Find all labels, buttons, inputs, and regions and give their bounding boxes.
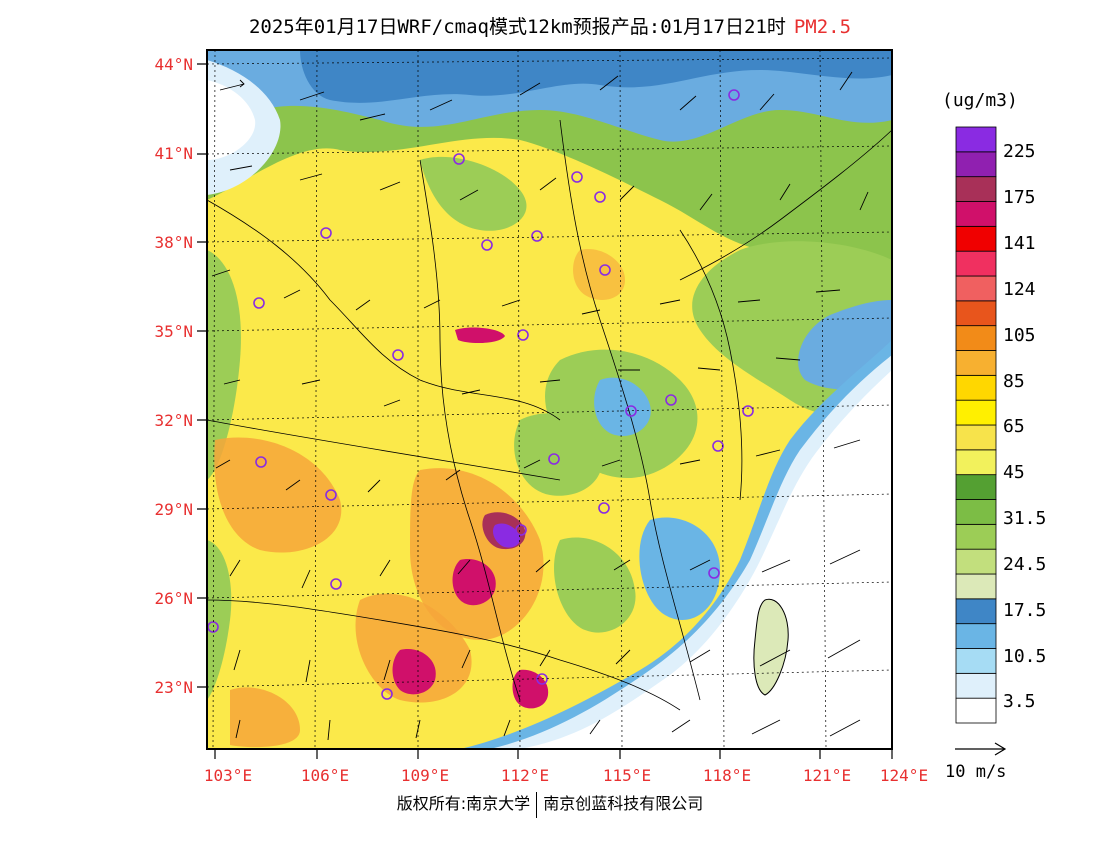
colorbar-swatch [955, 424, 997, 451]
province-boundaries [207, 119, 892, 711]
colorbar-label: 124 [1003, 279, 1036, 300]
colorbar-swatch [955, 151, 997, 178]
colorbar-label: 24.5 [1003, 554, 1047, 575]
city-markers [207, 89, 754, 700]
lon-label-121: 121°E [802, 766, 852, 785]
lon-label-112: 112°E [500, 766, 550, 785]
colorbar-unit: (ug/m3) [942, 90, 1018, 111]
copyright-footer: 版权所有:南京大学 南京创蓝科技有限公司 [0, 790, 1100, 818]
colorbar-swatch [955, 598, 997, 625]
colorbar-label: 45 [1003, 462, 1025, 483]
colorbar-label: 65 [1003, 416, 1025, 437]
colorbar-swatch [955, 374, 997, 401]
pm25-field [207, 50, 892, 749]
colorbar-label: 10.5 [1003, 646, 1047, 667]
colorbar-swatch [955, 672, 997, 699]
colorbar-swatches [955, 126, 997, 724]
copyright-text: 版权所有:南京大学 [396, 794, 531, 813]
lon-label-115: 115°E [602, 766, 652, 785]
company-name: 南京创蓝科技有限公司 [543, 794, 704, 813]
lat-label-32: 32°N [154, 411, 193, 430]
lat-label-29: 29°N [154, 500, 193, 519]
lat-label-44: 44°N [154, 55, 193, 74]
colorbar-swatch [955, 548, 997, 575]
lon-label-103: 103°E [203, 766, 253, 785]
colorbar-label: 225 [1003, 141, 1036, 162]
lat-label-38: 38°N [154, 233, 193, 252]
colorbar-swatch [955, 623, 997, 649]
colorbar-label: 141 [1003, 233, 1036, 254]
colorbar-label: 85 [1003, 371, 1025, 392]
colorbar-swatch [955, 176, 997, 202]
lat-label-35: 35°N [154, 322, 193, 341]
lat-label-23: 23°N [154, 678, 193, 697]
colorbar-swatch [955, 449, 997, 476]
colorbar-swatch [955, 399, 997, 426]
lon-label-118: 118°E [702, 766, 752, 785]
wind-vectors [211, 71, 869, 741]
colorbar-label: 31.5 [1003, 508, 1047, 529]
colorbar-swatch [955, 225, 997, 252]
colorbar-swatch [955, 499, 997, 525]
map-frame [206, 49, 893, 750]
lon-label-109: 109°E [400, 766, 450, 785]
lon-label-124: 124°E [879, 766, 929, 785]
title-text: 2025年01月17日WRF/cmaq模式12km预报产品:01月17日21时 [248, 16, 786, 38]
colorbar-label: 3.5 [1003, 691, 1036, 712]
colorbar-swatch [955, 325, 997, 351]
colorbar-swatch [955, 648, 997, 674]
colorbar-swatch [955, 300, 997, 327]
map-title: 2025年01月17日WRF/cmaq模式12km预报产品:01月17日21时 P… [0, 12, 1100, 39]
colorbar-swatch [955, 275, 997, 302]
colorbar-swatch [955, 573, 997, 600]
colorbar-swatch [955, 201, 997, 227]
colorbar-label: 175 [1003, 187, 1036, 208]
colorbar-swatch [955, 523, 997, 550]
footer-divider [536, 791, 538, 818]
colorbar-label: 17.5 [1003, 600, 1047, 621]
colorbar-label: 105 [1003, 325, 1036, 346]
lat-label-41: 41°N [154, 144, 193, 163]
wind-reference-label: 10 m/s [945, 762, 1007, 782]
colorbar-swatch [955, 697, 997, 724]
colorbar-swatch [955, 126, 997, 153]
lat-label-26: 26°N [154, 589, 193, 608]
axis-ticks [197, 63, 893, 759]
colorbar-swatch [955, 350, 997, 376]
lon-label-106: 106°E [300, 766, 350, 785]
wind-reference-arrow-icon [955, 742, 1007, 756]
pollutant-label: PM2.5 [793, 16, 852, 38]
colorbar-swatch [955, 474, 997, 500]
colorbar-swatch [955, 250, 997, 277]
